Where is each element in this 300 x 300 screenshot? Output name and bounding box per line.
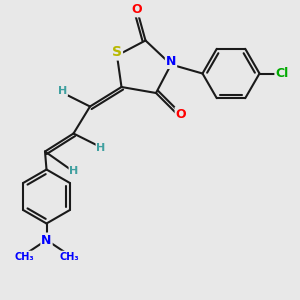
Text: Cl: Cl <box>275 67 289 80</box>
Text: S: S <box>112 46 122 59</box>
Text: N: N <box>41 233 52 247</box>
Text: CH₃: CH₃ <box>59 251 79 262</box>
Text: O: O <box>131 3 142 16</box>
Text: CH₃: CH₃ <box>14 251 34 262</box>
Text: H: H <box>97 143 106 154</box>
Text: H: H <box>58 86 67 96</box>
Text: O: O <box>176 107 186 121</box>
Text: H: H <box>70 166 79 176</box>
Text: N: N <box>166 55 176 68</box>
